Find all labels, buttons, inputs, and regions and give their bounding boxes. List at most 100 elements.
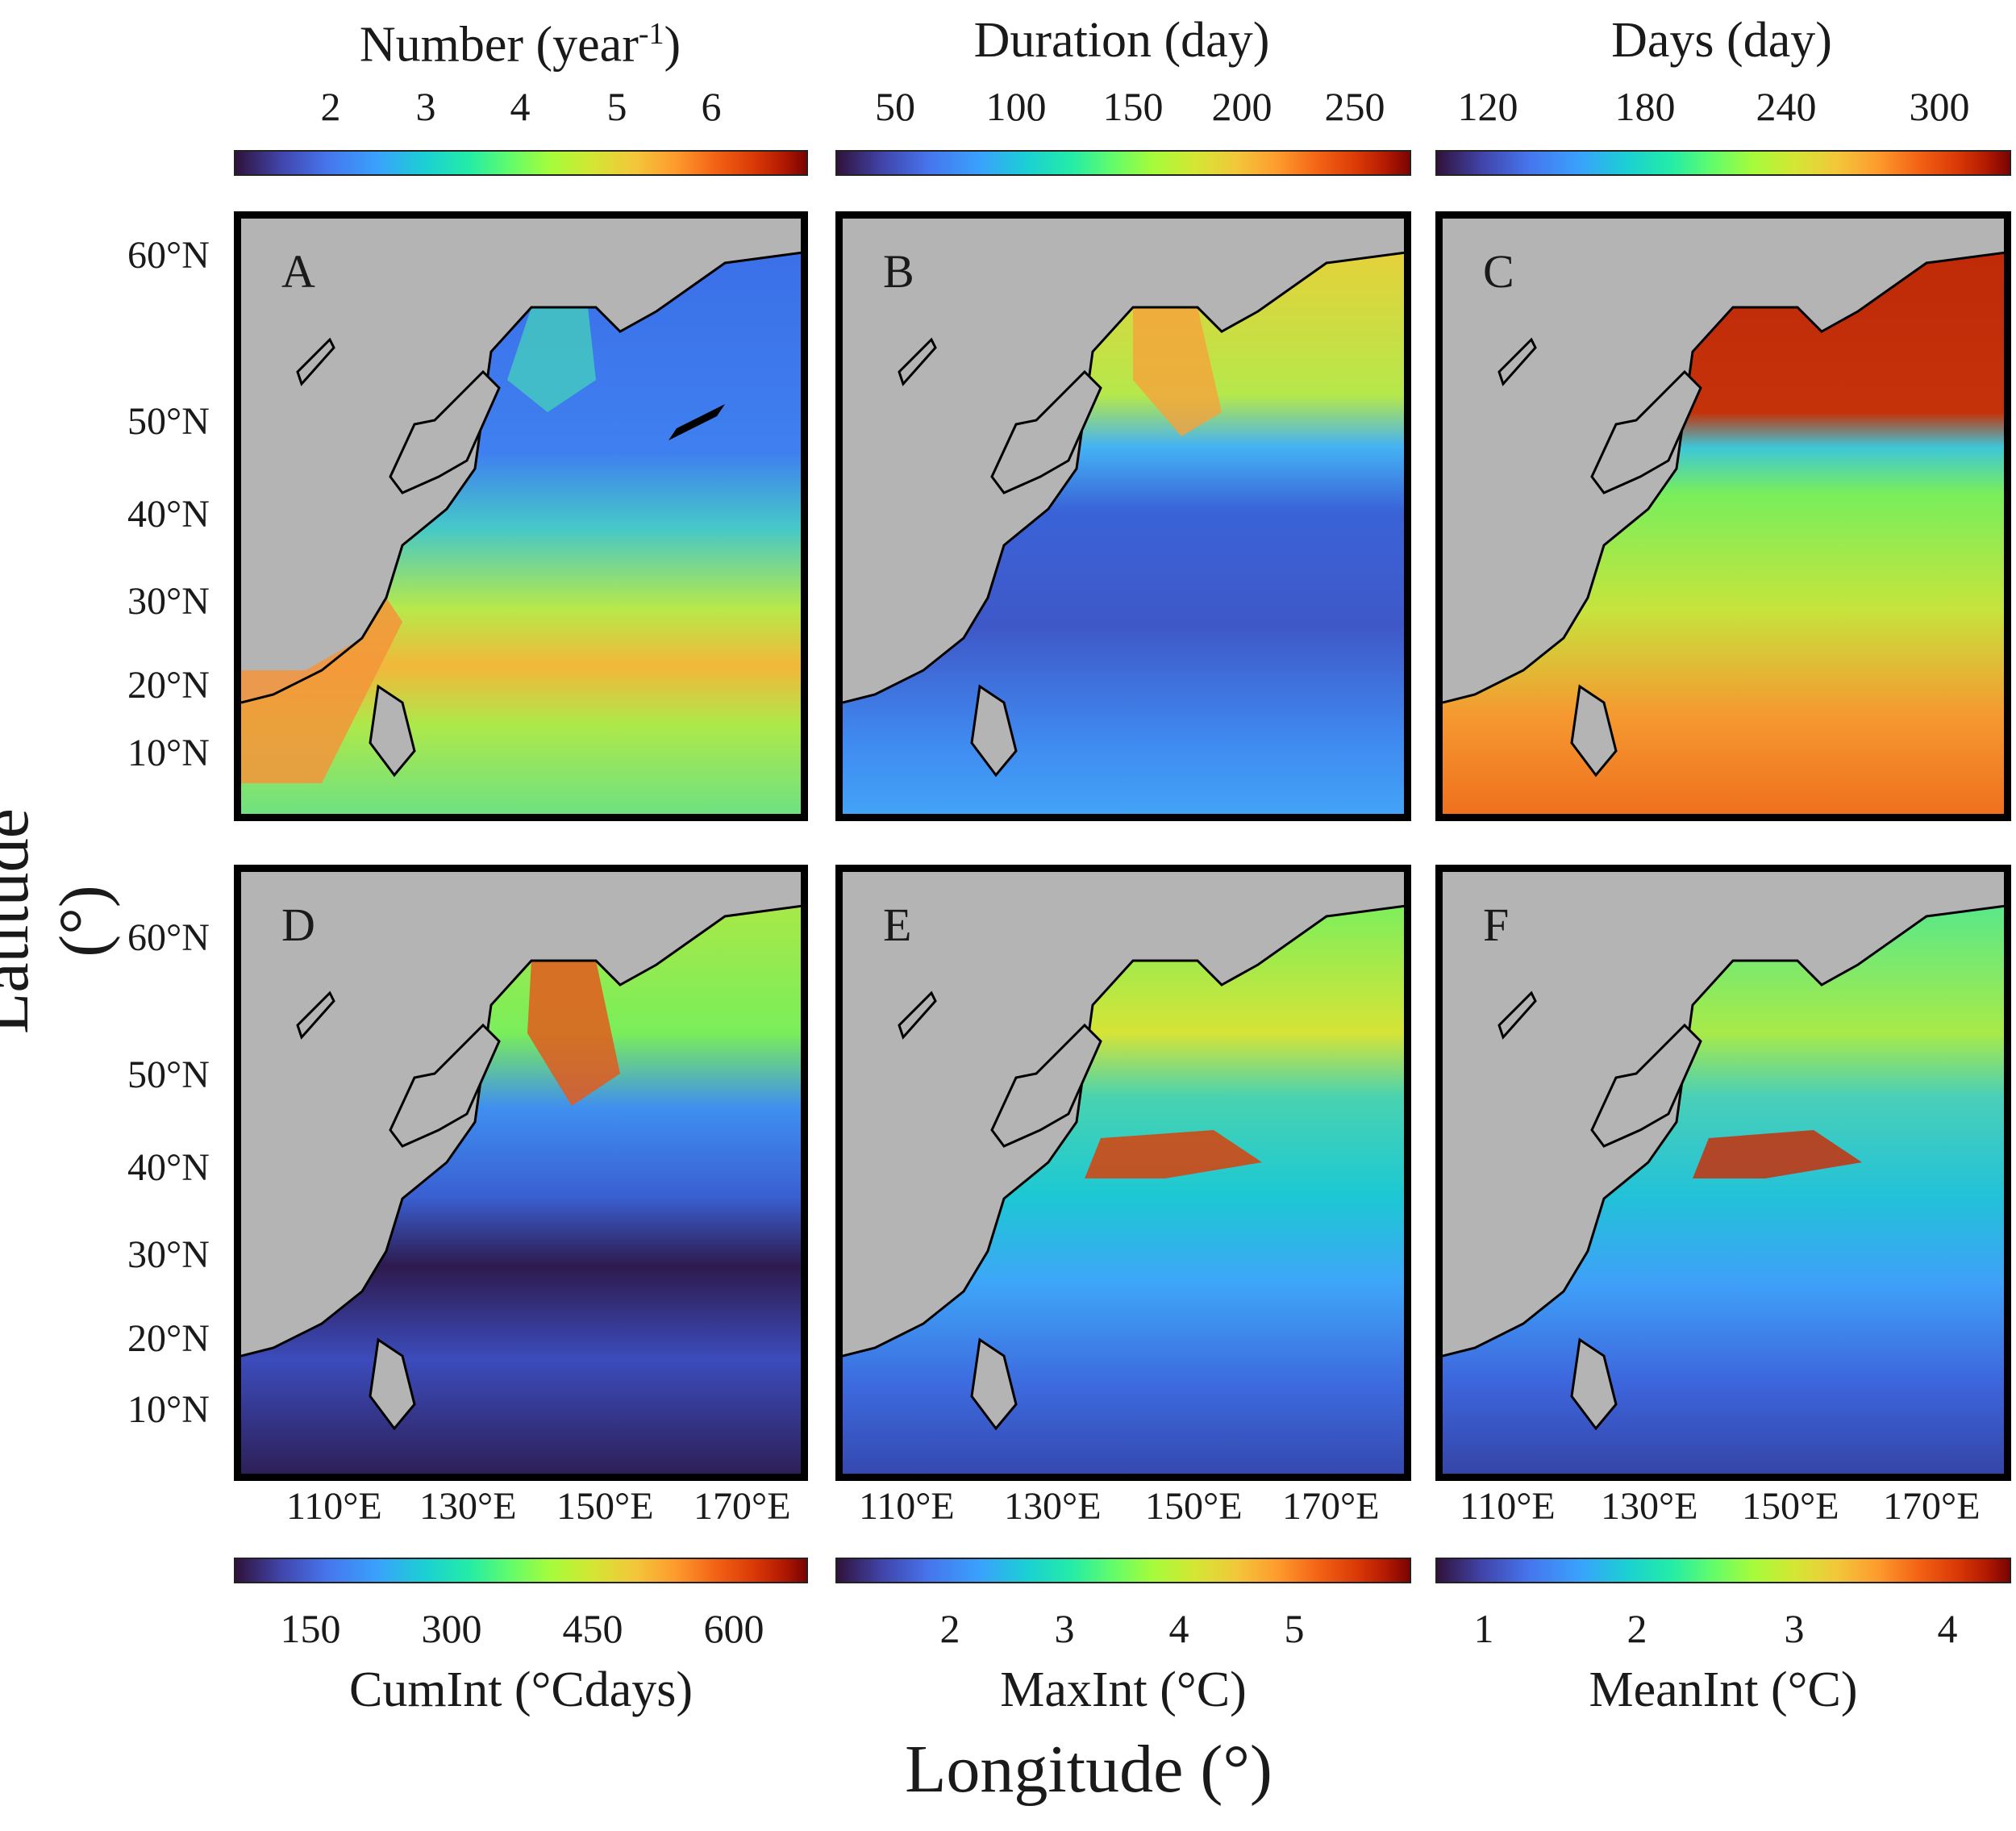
lat-tick: 40°N bbox=[127, 493, 210, 536]
cbar-tick: 600 bbox=[703, 1606, 764, 1651]
cbar-tick: 4 bbox=[1168, 1606, 1189, 1651]
colorbar-title-maxint: MaxInt (°C) bbox=[1000, 1662, 1247, 1717]
lon-tick: 130°E bbox=[1601, 1485, 1698, 1528]
island bbox=[898, 991, 937, 1040]
colorbar-maxint bbox=[835, 1558, 1411, 1583]
lat-tick: 30°N bbox=[127, 1233, 210, 1276]
x-axis-title: Longitude (°) bbox=[905, 1732, 1272, 1807]
island bbox=[1497, 991, 1537, 1040]
coastline bbox=[843, 904, 1404, 1358]
colorbar-title-number: Number (year-1) bbox=[234, 16, 806, 74]
island bbox=[898, 337, 937, 386]
title-sup: -1 bbox=[638, 17, 664, 51]
panel-letter: E bbox=[883, 899, 912, 951]
lat-tick: 10°N bbox=[127, 732, 210, 774]
island bbox=[296, 991, 335, 1040]
cbar-tick: 2 bbox=[320, 84, 341, 129]
lon-tick: 110°E bbox=[1460, 1485, 1556, 1528]
cbar-tick: 4 bbox=[510, 84, 531, 129]
sea-field bbox=[843, 252, 1404, 814]
lat-tick: 60°N bbox=[127, 916, 210, 959]
hotspot bbox=[507, 307, 596, 412]
panel-letter: C bbox=[1483, 245, 1514, 298]
colorbar-number bbox=[234, 150, 808, 176]
cbar-tick: 250 bbox=[1324, 84, 1385, 129]
japan-island bbox=[389, 369, 501, 494]
hotspot bbox=[1693, 1130, 1862, 1178]
lon-tick: 170°E bbox=[1282, 1485, 1380, 1528]
map-panel-f: F bbox=[1435, 865, 2011, 1481]
hotspot bbox=[1133, 307, 1222, 436]
cbar-tick: 5 bbox=[1284, 1606, 1305, 1651]
japan-island bbox=[1590, 1023, 1702, 1148]
colorbar-cumint bbox=[234, 1558, 808, 1583]
philippines bbox=[369, 1337, 416, 1431]
colorbar-title-duration: Duration (day) bbox=[973, 13, 1270, 68]
map-panel-e: E bbox=[835, 865, 1411, 1481]
map-canvas bbox=[241, 904, 801, 1474]
coastline bbox=[843, 251, 1404, 704]
cbar-tick: 180 bbox=[1614, 84, 1676, 129]
coastline bbox=[241, 251, 801, 704]
map-canvas bbox=[1443, 251, 2004, 814]
lat-tick: 10°N bbox=[127, 1388, 210, 1431]
philippines bbox=[970, 1337, 1018, 1431]
map-canvas bbox=[1443, 904, 2004, 1474]
cbar-tick: 150 bbox=[1102, 84, 1164, 129]
lat-tick: 40°N bbox=[127, 1146, 210, 1189]
lat-tick: 60°N bbox=[127, 234, 210, 277]
cbar-tick: 100 bbox=[985, 84, 1047, 129]
japan-island bbox=[1590, 369, 1702, 494]
cbar-tick: 2 bbox=[1627, 1606, 1647, 1651]
colorbar-duration bbox=[835, 150, 1411, 176]
y-axis-title: Latitude (°) bbox=[0, 808, 121, 1034]
hotspot bbox=[1085, 1130, 1262, 1178]
island bbox=[296, 337, 335, 386]
hotspot bbox=[527, 961, 620, 1106]
lat-tick: 30°N bbox=[127, 580, 210, 623]
map-panel-b: B bbox=[835, 211, 1411, 821]
lon-tick: 150°E bbox=[556, 1485, 654, 1528]
colorbar-days bbox=[1435, 150, 2011, 176]
title-text: Number (year bbox=[359, 17, 639, 73]
sea-field bbox=[1443, 906, 2004, 1474]
cbar-tick: 2 bbox=[939, 1606, 960, 1651]
cbar-tick: 5 bbox=[606, 84, 627, 129]
lon-tick: 170°E bbox=[1883, 1485, 1981, 1528]
philippines bbox=[1570, 684, 1618, 778]
panel-letter: A bbox=[281, 245, 315, 298]
lat-tick: 20°N bbox=[127, 1317, 210, 1360]
map-panel-a: A bbox=[234, 211, 808, 821]
lon-tick: 130°E bbox=[1004, 1485, 1102, 1528]
panel-letter: F bbox=[1483, 899, 1510, 951]
japan-island bbox=[990, 1023, 1102, 1148]
sea-field bbox=[241, 906, 801, 1474]
map-canvas bbox=[843, 251, 1404, 814]
cbar-tick: 240 bbox=[1756, 84, 1817, 129]
colorbar-title-cumint: CumInt (°Cdays) bbox=[348, 1662, 694, 1717]
coastline bbox=[1443, 251, 2004, 704]
cbar-tick: 4 bbox=[1937, 1606, 1958, 1651]
japan-island bbox=[389, 1023, 501, 1148]
map-panel-d: D bbox=[234, 865, 808, 1481]
philippines bbox=[1570, 1337, 1618, 1431]
map-panel-c: C bbox=[1435, 211, 2011, 821]
coastline bbox=[1443, 904, 2004, 1358]
lon-tick: 170°E bbox=[694, 1485, 791, 1528]
lon-tick: 150°E bbox=[1742, 1485, 1839, 1528]
lat-tick: 50°N bbox=[127, 400, 210, 443]
lat-tick: 50°N bbox=[127, 1053, 210, 1096]
sea-field bbox=[843, 906, 1404, 1474]
cbar-tick: 3 bbox=[415, 84, 436, 129]
philippines bbox=[970, 684, 1018, 778]
japan-island bbox=[990, 369, 1102, 494]
cbar-tick: 50 bbox=[875, 84, 915, 129]
cbar-tick: 3 bbox=[1054, 1606, 1075, 1651]
cbar-tick: 150 bbox=[280, 1606, 341, 1651]
colorbar-meanint bbox=[1435, 1558, 2011, 1583]
cbar-tick: 200 bbox=[1211, 84, 1272, 129]
map-canvas bbox=[241, 251, 801, 814]
cbar-tick: 6 bbox=[701, 84, 722, 129]
cbar-tick: 450 bbox=[562, 1606, 623, 1651]
